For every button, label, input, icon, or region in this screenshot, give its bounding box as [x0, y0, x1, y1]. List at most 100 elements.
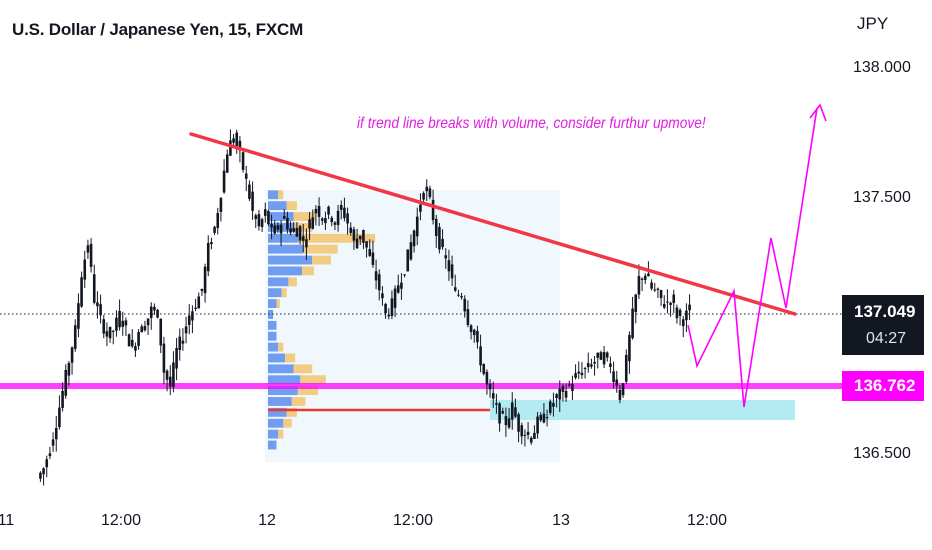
profile-up-bar	[268, 342, 279, 352]
candle-body	[42, 468, 45, 475]
candle-body	[510, 402, 514, 420]
candle-body	[634, 294, 638, 313]
candle-body	[102, 319, 106, 334]
candle-body	[206, 242, 210, 272]
candle-body	[469, 325, 473, 332]
candle-body	[653, 289, 657, 291]
candle-body	[200, 288, 204, 291]
candle-body	[232, 138, 235, 143]
candle-body	[580, 372, 584, 376]
candle-body	[482, 364, 486, 374]
candle-body	[688, 304, 691, 311]
candle-body	[444, 255, 448, 259]
candle-body	[501, 411, 505, 414]
currency-label: JPY	[857, 14, 889, 33]
profile-down-bar	[300, 375, 326, 385]
candle-body	[39, 472, 42, 479]
candle-body	[64, 369, 68, 396]
candle-body	[168, 376, 172, 387]
candle-body	[488, 383, 492, 390]
candle-body	[352, 229, 356, 241]
candle-body	[685, 310, 688, 321]
candle-body	[450, 264, 454, 279]
candle-body	[438, 227, 441, 250]
candle-body	[89, 243, 93, 267]
candle-body	[434, 218, 438, 237]
candle-body	[115, 317, 118, 331]
trend-line	[189, 132, 797, 316]
profile-down-bar	[283, 418, 292, 428]
candle-body	[558, 388, 562, 400]
candle-body	[235, 132, 239, 146]
profile-up-bar	[268, 353, 285, 363]
candle-body	[238, 140, 242, 151]
candle-body	[650, 282, 653, 289]
candle-body	[263, 209, 267, 216]
candle-body	[381, 293, 384, 299]
profile-up-bar	[268, 429, 279, 439]
candle-body	[675, 307, 679, 319]
candle-body	[317, 206, 321, 217]
candle-body	[165, 370, 169, 380]
candle-body	[77, 303, 80, 329]
profile-up-bar	[268, 244, 304, 254]
level-price-badge: 136.762	[842, 371, 924, 401]
profile-up-bar	[268, 320, 277, 330]
candle-body	[441, 238, 444, 248]
candle-body	[507, 418, 511, 428]
candle-body	[669, 302, 672, 305]
candle-body	[251, 191, 254, 211]
candle-body	[542, 413, 546, 423]
profile-up-bar	[268, 233, 299, 243]
profile-down-bar	[302, 266, 314, 276]
candle-body	[602, 351, 606, 365]
candle-body	[656, 288, 660, 290]
volume-profile	[268, 190, 376, 450]
candle-body	[596, 352, 600, 358]
profile-up-bar	[268, 364, 294, 374]
candle-body	[70, 347, 74, 363]
candle-body	[520, 425, 524, 437]
candle-body	[422, 192, 425, 200]
candle-body	[105, 331, 109, 337]
candle-body	[577, 371, 581, 374]
candle-body	[330, 217, 334, 223]
candle-body	[681, 319, 685, 327]
candle-body	[362, 229, 365, 243]
candle-body	[222, 170, 226, 193]
last-price-badge: 137.049 04:27	[842, 295, 924, 355]
candle-body	[479, 346, 482, 366]
candle-body	[86, 245, 90, 253]
candle-body	[343, 207, 346, 219]
candle-body	[137, 331, 140, 346]
candle-body	[403, 274, 406, 276]
candle-body	[73, 325, 77, 349]
candle-body	[54, 428, 58, 440]
profile-up-bar	[268, 201, 287, 211]
profile-down-bar	[286, 407, 297, 417]
candle-body	[121, 320, 125, 327]
profile-down-bar	[278, 190, 284, 200]
candle-body	[529, 437, 533, 443]
candle-body	[428, 188, 432, 198]
candle-body	[390, 298, 394, 316]
candle-body	[276, 225, 280, 230]
candle-body	[393, 288, 397, 308]
bar-countdown: 04:27	[866, 330, 907, 347]
price-label-136500: 136.500	[853, 445, 911, 462]
candle-body	[216, 212, 220, 228]
candle-body	[539, 414, 543, 421]
candle-body	[118, 311, 121, 328]
profile-up-bar	[268, 375, 301, 385]
candle-body	[536, 416, 539, 434]
candle-body	[672, 294, 676, 303]
candle-body	[51, 439, 55, 446]
candle-body	[666, 301, 669, 303]
profile-up-bar	[268, 418, 284, 428]
candle-body	[187, 315, 191, 325]
candle-body	[555, 394, 558, 399]
candle-body	[124, 320, 128, 326]
profile-up-bar	[268, 440, 277, 450]
candle-body	[314, 208, 318, 214]
